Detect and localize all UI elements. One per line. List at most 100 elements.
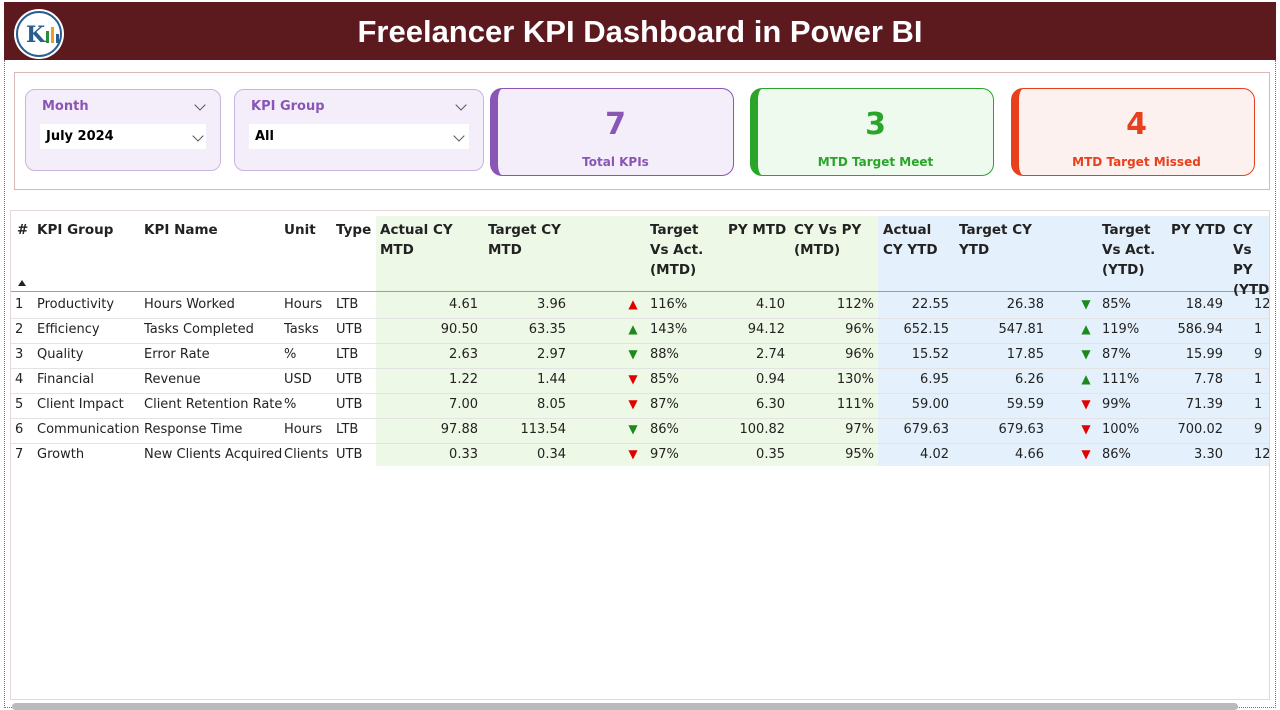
- table-cell: 9: [1254, 422, 1263, 437]
- table-cell: Hours Worked: [144, 297, 235, 312]
- card-label: Total KPIs: [582, 155, 649, 169]
- row-rule: [11, 443, 1269, 444]
- table-cell: 97%: [845, 422, 874, 437]
- table-cell: 547.81: [998, 322, 1045, 337]
- kpi-table: # KPI Group KPI Name Unit Type Actual CY MTD T…: [10, 210, 1270, 700]
- table-cell: 6.30: [756, 397, 785, 412]
- table-cell: 3.96: [537, 297, 566, 312]
- table-cell: Revenue: [144, 372, 201, 387]
- logo: K: [14, 9, 64, 59]
- table-cell: 8.05: [537, 397, 566, 412]
- table-cell: 4.61: [449, 297, 478, 312]
- table-cell: Error Rate: [144, 347, 210, 362]
- column-header: KPI Name: [144, 222, 218, 238]
- column-header: #: [17, 222, 29, 238]
- table-cell: 4.10: [756, 297, 785, 312]
- table-cell: LTB: [336, 347, 359, 362]
- table-cell: UTB: [336, 397, 363, 412]
- table-cell: Financial: [37, 372, 94, 387]
- table-cell: 63.35: [528, 322, 566, 337]
- table-cell: 6.26: [1015, 372, 1044, 387]
- table-cell: Hours: [284, 297, 323, 312]
- table-cell: 679.63: [998, 422, 1045, 437]
- table-cell: UTB: [336, 372, 363, 387]
- table-cell: UTB: [336, 322, 363, 337]
- table-cell: 112%: [836, 297, 874, 312]
- column-header: Target Vs Act. (MTD): [650, 222, 704, 278]
- table-cell: 116%: [650, 297, 688, 312]
- table-cell: 15.52: [911, 347, 949, 362]
- scrollbar[interactable]: [12, 703, 1238, 710]
- header-rule: [11, 291, 1269, 292]
- table-cell: 0.33: [449, 447, 478, 462]
- row-rule: [11, 418, 1269, 419]
- table-cell: 1: [1254, 397, 1263, 412]
- table-cell: 6: [15, 422, 24, 437]
- table-cell: 86%: [650, 422, 679, 437]
- slicer-label: KPI Group: [251, 99, 325, 114]
- status-icon: ▼: [1081, 447, 1091, 461]
- table-cell: 15.99: [1185, 347, 1223, 362]
- kpi-card: 7 Total KPIs: [490, 88, 734, 176]
- table-cell: 100%: [1102, 422, 1140, 437]
- status-icon: ▼: [1081, 297, 1091, 311]
- table-cell: 1.44: [537, 372, 566, 387]
- table-cell: 97.88: [440, 422, 478, 437]
- status-icon: ▼: [628, 372, 638, 386]
- table-cell: %: [284, 397, 297, 412]
- table-cell: Tasks: [284, 322, 319, 337]
- month-slicer[interactable]: Month July 2024: [25, 89, 221, 171]
- table-cell: 85%: [650, 372, 679, 387]
- mtd-band: [376, 216, 878, 466]
- table-cell: Client Impact: [37, 397, 124, 412]
- table-cell: 100.82: [739, 422, 786, 437]
- table-cell: 0.34: [537, 447, 566, 462]
- table-cell: 111%: [836, 397, 874, 412]
- status-icon: ▼: [1081, 347, 1091, 361]
- card-value: 4: [1126, 107, 1147, 142]
- table-cell: 18.49: [1185, 297, 1223, 312]
- kpi-group-slicer[interactable]: KPI Group All: [234, 89, 484, 171]
- logo-icon: K: [16, 11, 62, 57]
- status-icon: ▲: [1081, 372, 1091, 386]
- table-cell: 86%: [1102, 447, 1131, 462]
- table-cell: 95%: [845, 447, 874, 462]
- table-cell: 4.66: [1015, 447, 1044, 462]
- table-cell: Quality: [37, 347, 84, 362]
- table-cell: Growth: [37, 447, 85, 462]
- card-value: 7: [605, 107, 626, 142]
- table-cell: 59.59: [1006, 397, 1044, 412]
- slicer-dropdown[interactable]: July 2024: [40, 124, 206, 149]
- table-cell: %: [284, 347, 297, 362]
- row-rule: [11, 318, 1269, 319]
- table-cell: 87%: [650, 397, 679, 412]
- status-icon: ▲: [628, 297, 638, 311]
- slicer-panel: [14, 72, 1270, 190]
- table-cell: 7: [15, 447, 24, 462]
- table-cell: 143%: [650, 322, 688, 337]
- ytd-band: [878, 216, 1269, 466]
- table-cell: Response Time: [144, 422, 243, 437]
- table-cell: 4.02: [920, 447, 949, 462]
- table-cell: Efficiency: [37, 322, 100, 337]
- table-cell: Client Retention Rate: [144, 397, 283, 412]
- table-cell: Hours: [284, 422, 323, 437]
- header-bar: K Freelancer KPI Dashboard in Power BI: [4, 2, 1276, 60]
- table-cell: LTB: [336, 297, 359, 312]
- table-cell: Clients: [284, 447, 329, 462]
- table-cell: 22.55: [911, 297, 949, 312]
- table-cell: 4: [15, 372, 24, 387]
- column-header: Unit: [284, 222, 316, 238]
- slicer-dropdown[interactable]: All: [249, 124, 469, 149]
- table-cell: 17.85: [1006, 347, 1044, 362]
- table-cell: 111%: [1102, 372, 1140, 387]
- row-rule: [11, 343, 1269, 344]
- table-cell: 85%: [1102, 297, 1131, 312]
- status-icon: ▼: [628, 397, 638, 411]
- table-cell: 119%: [1102, 322, 1140, 337]
- table-cell: 2: [15, 322, 24, 337]
- table-cell: 88%: [650, 347, 679, 362]
- table-cell: 96%: [845, 322, 874, 337]
- table-cell: New Clients Acquired: [144, 447, 283, 462]
- table-cell: 87%: [1102, 347, 1131, 362]
